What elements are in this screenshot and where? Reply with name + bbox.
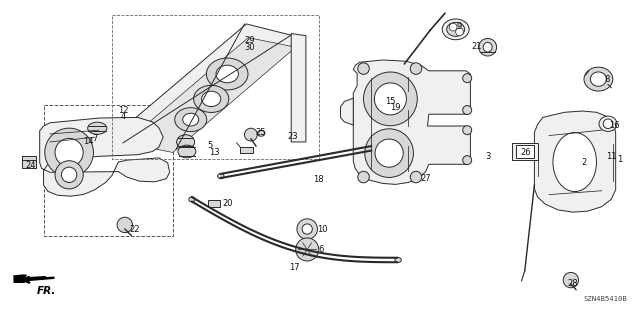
Bar <box>240 147 253 153</box>
Ellipse shape <box>202 91 221 107</box>
Ellipse shape <box>395 257 401 263</box>
Polygon shape <box>291 33 306 142</box>
Circle shape <box>449 23 457 31</box>
Bar <box>22 156 36 168</box>
Circle shape <box>244 128 257 141</box>
Ellipse shape <box>189 197 195 202</box>
Circle shape <box>456 28 463 36</box>
Text: 9: 9 <box>457 22 462 31</box>
Circle shape <box>117 217 132 233</box>
Circle shape <box>296 238 319 261</box>
Ellipse shape <box>368 146 374 151</box>
Text: 24: 24 <box>26 161 36 170</box>
Polygon shape <box>534 111 616 212</box>
Ellipse shape <box>218 174 224 179</box>
Circle shape <box>410 171 422 183</box>
Text: 17: 17 <box>289 263 300 272</box>
Circle shape <box>55 161 83 189</box>
Text: 13: 13 <box>209 148 220 157</box>
Text: 4: 4 <box>120 112 125 121</box>
Polygon shape <box>40 117 170 196</box>
Circle shape <box>463 156 472 165</box>
Text: 1: 1 <box>617 155 622 164</box>
Bar <box>208 200 220 207</box>
Text: 30: 30 <box>244 43 255 52</box>
Text: 11: 11 <box>606 152 616 161</box>
Circle shape <box>358 63 369 74</box>
Text: 5: 5 <box>207 141 212 150</box>
Ellipse shape <box>591 72 607 86</box>
Text: 7: 7 <box>92 134 97 143</box>
Ellipse shape <box>194 85 229 113</box>
Circle shape <box>297 219 317 239</box>
Text: 15: 15 <box>385 97 396 106</box>
Circle shape <box>463 106 472 115</box>
Polygon shape <box>353 60 470 184</box>
Ellipse shape <box>88 122 107 134</box>
Text: 21: 21 <box>472 42 482 51</box>
Bar <box>516 145 534 158</box>
Text: 18: 18 <box>314 175 324 184</box>
Ellipse shape <box>183 113 198 126</box>
Circle shape <box>410 63 422 74</box>
Ellipse shape <box>599 116 617 131</box>
Circle shape <box>463 126 472 135</box>
Circle shape <box>375 139 403 167</box>
Polygon shape <box>125 38 296 152</box>
Ellipse shape <box>257 130 265 136</box>
Text: 2: 2 <box>581 158 586 167</box>
Text: 20: 20 <box>222 199 232 208</box>
Circle shape <box>45 128 93 177</box>
Ellipse shape <box>216 65 238 83</box>
Ellipse shape <box>178 145 196 158</box>
Text: 14: 14 <box>83 137 93 146</box>
Text: 23: 23 <box>288 132 298 141</box>
Text: 27: 27 <box>420 174 431 182</box>
Ellipse shape <box>442 19 469 40</box>
Circle shape <box>302 224 312 234</box>
Text: 22: 22 <box>129 225 140 234</box>
Bar <box>44 105 173 236</box>
Bar <box>512 143 538 160</box>
Circle shape <box>563 272 579 288</box>
Polygon shape <box>116 24 301 148</box>
Ellipse shape <box>206 58 248 90</box>
Circle shape <box>61 167 77 182</box>
Text: 12: 12 <box>118 106 128 115</box>
Ellipse shape <box>447 22 465 36</box>
Text: 8: 8 <box>604 75 609 84</box>
Ellipse shape <box>604 119 613 129</box>
Circle shape <box>374 83 406 115</box>
Ellipse shape <box>584 67 613 91</box>
Text: 19: 19 <box>390 103 401 112</box>
Text: 26: 26 <box>521 148 531 157</box>
Text: 10: 10 <box>317 225 328 234</box>
Ellipse shape <box>483 42 492 52</box>
Ellipse shape <box>175 108 207 132</box>
Text: 28: 28 <box>568 279 578 288</box>
Text: 29: 29 <box>244 36 255 45</box>
Text: 16: 16 <box>609 121 620 130</box>
Text: 25: 25 <box>256 128 266 137</box>
Polygon shape <box>14 275 24 282</box>
Polygon shape <box>340 98 353 125</box>
Circle shape <box>55 138 83 167</box>
Ellipse shape <box>177 135 195 149</box>
Text: SZN4B5410B: SZN4B5410B <box>584 296 627 302</box>
Circle shape <box>358 171 369 183</box>
Circle shape <box>463 74 472 83</box>
Text: 3: 3 <box>485 152 490 161</box>
Text: FR.: FR. <box>37 286 56 295</box>
Circle shape <box>364 72 417 126</box>
Ellipse shape <box>553 133 596 191</box>
Circle shape <box>365 129 413 177</box>
Ellipse shape <box>479 38 497 56</box>
Text: 6: 6 <box>319 245 324 254</box>
